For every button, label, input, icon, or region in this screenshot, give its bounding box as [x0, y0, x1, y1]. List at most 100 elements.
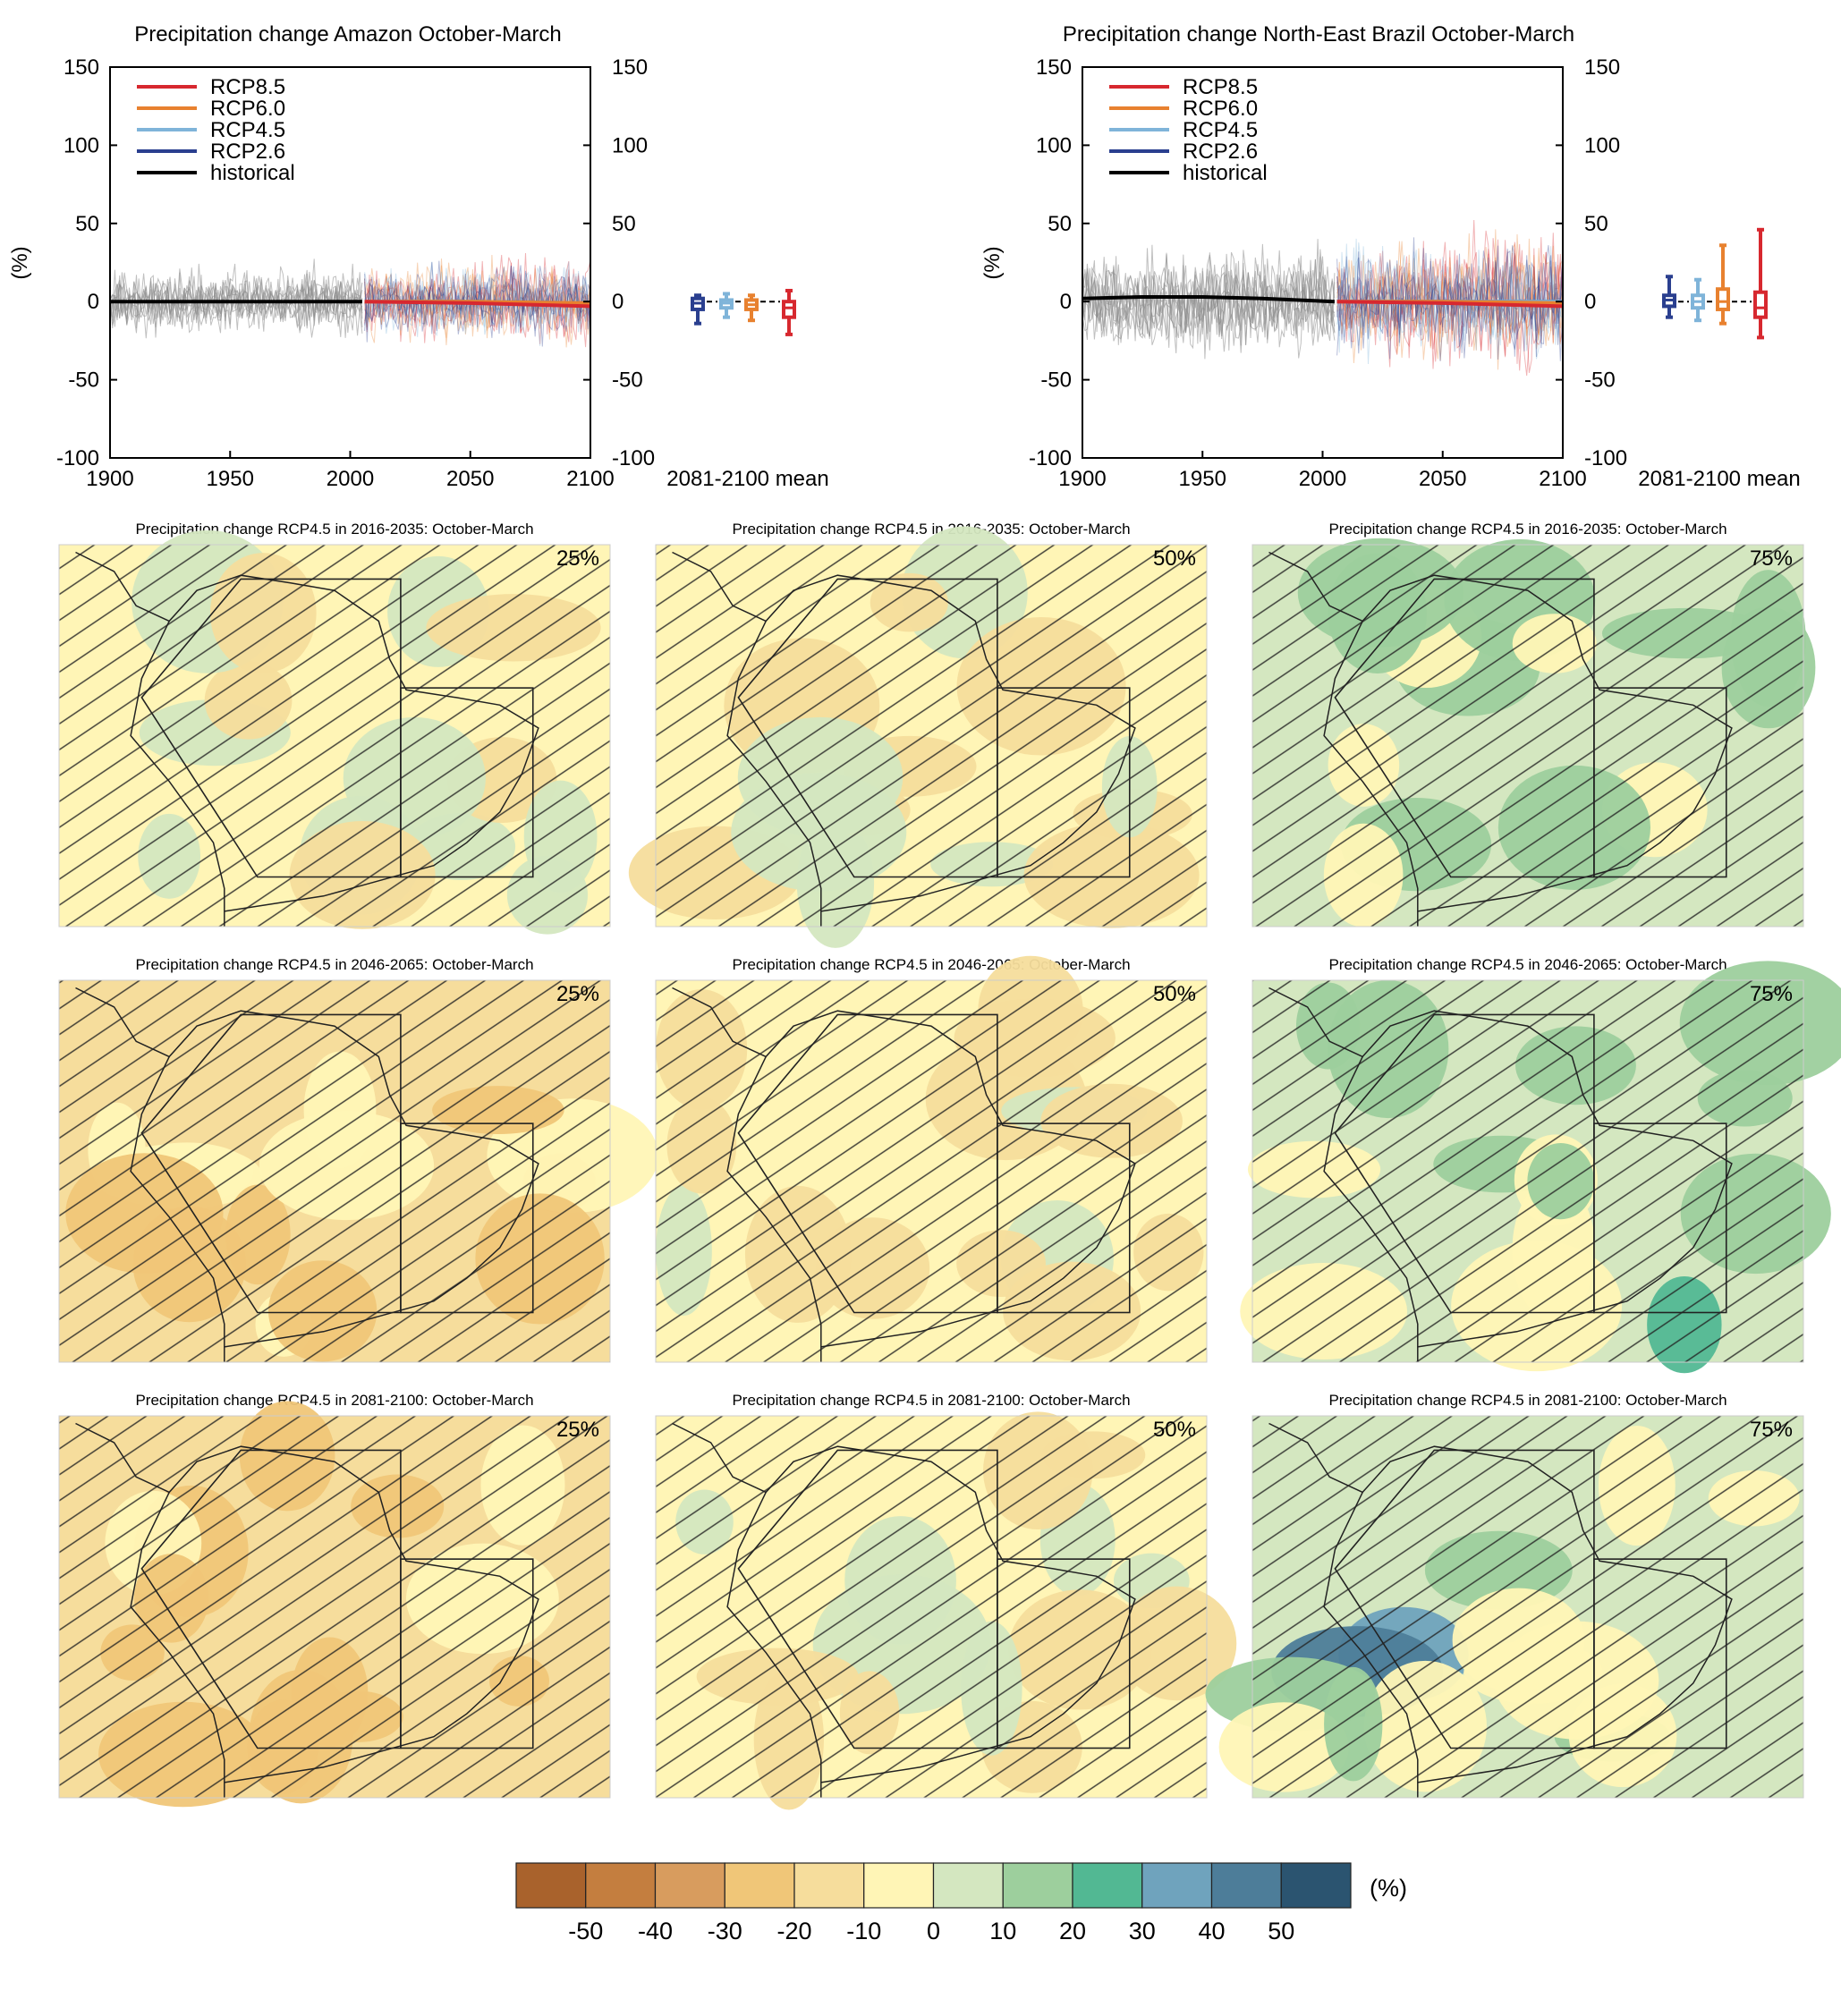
- map-title: Precipitation change RCP4.5 in 2081-2100…: [732, 1392, 1130, 1409]
- legend-label: RCP6.0: [1183, 97, 1258, 121]
- coastline: [1268, 1422, 1733, 1783]
- y-tick-label-right: -100: [612, 446, 655, 470]
- map-panel: Precipitation change RCP4.5 in 2081-2100…: [655, 1392, 1237, 1810]
- legend-label: RCP2.6: [210, 140, 285, 164]
- northeast-brazil-region-box: [400, 687, 534, 878]
- y-tick-label: 100: [1036, 133, 1072, 157]
- historical-member-line: [1082, 243, 1336, 346]
- colorbar-swatch: [1280, 1862, 1352, 1909]
- scenario-member-line: [364, 265, 591, 343]
- northeast-brazil-region-box: [997, 687, 1131, 878]
- west-coastline: [1323, 621, 1419, 927]
- historical-member-line: [1082, 253, 1336, 351]
- x-tick-label: 2100: [566, 467, 614, 491]
- map-title: Precipitation change RCP4.5 in 2046-2065…: [732, 956, 1130, 973]
- scenario-member-line: [1336, 241, 1564, 377]
- y-tick-label-right: 50: [612, 212, 636, 236]
- map-hatching: [656, 1416, 1207, 1798]
- colorbar-tick-label: -10: [846, 1918, 881, 1944]
- scenario-member-line: [364, 267, 591, 337]
- colorbar-tick-label: -50: [568, 1918, 603, 1944]
- y-tick-label-right: 50: [1584, 212, 1608, 236]
- scenario-member-line: [1336, 241, 1564, 351]
- boxplot-box: [1753, 290, 1768, 319]
- scenario-member-line: [364, 257, 591, 343]
- west-coastline: [130, 1056, 225, 1362]
- west-coastline: [1323, 1492, 1419, 1798]
- percentile-label: 25%: [556, 546, 599, 571]
- boxplot-label: 2081-2100 mean: [666, 467, 828, 491]
- northeast-brazil-region-box: [997, 1558, 1131, 1749]
- colorbar-swatch: [1072, 1862, 1143, 1909]
- map-frame: [58, 1415, 611, 1799]
- amazon-region-box: [1334, 578, 1595, 878]
- scenario-member-line: [1336, 243, 1564, 352]
- colorbar-tick-label: 50: [1268, 1918, 1294, 1944]
- colorbar-tick-label: 20: [1059, 1918, 1086, 1944]
- map-hatching: [59, 1416, 610, 1798]
- scenario-member-line: [1336, 237, 1564, 356]
- colorbar-swatch: [793, 1862, 865, 1909]
- amazon-region-box: [737, 1449, 998, 1749]
- legend-label: historical: [1183, 161, 1268, 185]
- colorbar-tick-label: -30: [708, 1918, 742, 1944]
- legend-label: RCP8.5: [210, 75, 285, 99]
- boxplots: [691, 288, 796, 336]
- coastline: [75, 987, 539, 1348]
- boxplot-box: [782, 300, 796, 319]
- y-tick-label: 0: [1060, 290, 1072, 314]
- colorbar-swatch: [863, 1862, 935, 1909]
- coastline: [672, 987, 1136, 1348]
- scenario-member-line: [1336, 250, 1564, 357]
- colorbar-swatch: [932, 1862, 1004, 1909]
- amazon-region-box: [140, 1449, 402, 1749]
- map-hatching: [59, 980, 610, 1362]
- y-tick-label: 0: [88, 290, 99, 314]
- amazon-region-box: [1334, 1449, 1595, 1749]
- amazon-region-box: [1334, 1013, 1595, 1314]
- coastline: [672, 1422, 1136, 1783]
- map-frame: [58, 544, 611, 928]
- northeast-brazil-region-box: [1593, 1122, 1727, 1314]
- scenario-member-line: [1336, 241, 1564, 343]
- y-tick-label-right: -50: [612, 368, 643, 393]
- map-frame: [655, 1415, 1208, 1799]
- x-tick-label: 2100: [1539, 467, 1586, 491]
- legend-label: RCP2.6: [1183, 140, 1258, 164]
- y-tick-label: -100: [1029, 446, 1072, 470]
- scenario-member-line: [1336, 248, 1564, 370]
- amazon-timeseries-chart: Precipitation change Amazon October-Marc…: [8, 22, 829, 491]
- historical-member-line: [109, 272, 363, 338]
- map-frame: [1251, 544, 1804, 928]
- series-line-historical: [1082, 295, 1335, 304]
- scenario-member-line: [1336, 259, 1564, 365]
- northeast-brazil-timeseries-chart: Precipitation change North-East Brazil O…: [980, 22, 1801, 491]
- colorbar: (%) -50 -40 -30 -20 -10 0 10 20 30 40 50: [515, 1862, 1407, 1944]
- map-panel: Precipitation change RCP4.5 in 2046-2065…: [655, 955, 1208, 1363]
- scenario-member-line: [364, 258, 591, 348]
- y-tick-label-right: 0: [1584, 290, 1596, 314]
- scenario-member-line: [1336, 229, 1564, 361]
- chart-title: Precipitation change Amazon October-Marc…: [134, 22, 562, 47]
- y-tick-label: 100: [64, 133, 99, 157]
- west-coastline: [726, 621, 822, 927]
- legend-label: RCP4.5: [1183, 118, 1258, 142]
- colorbar-tick-label: 10: [989, 1918, 1016, 1944]
- amazon-region-box: [140, 1013, 402, 1314]
- percentile-label: 50%: [1153, 546, 1196, 571]
- map-hatching: [1252, 545, 1803, 927]
- colorbar-swatch: [1210, 1862, 1282, 1909]
- map-title: Precipitation change RCP4.5 in 2081-2100…: [1328, 1392, 1726, 1409]
- scenario-member-line: [364, 262, 591, 340]
- x-tick-label: 2000: [327, 467, 374, 491]
- y-tick-label-right: 100: [1584, 133, 1620, 157]
- y-tick-label: 150: [64, 55, 99, 80]
- plot-area: -100 -100 -50 -50 0 0 50 50 100 100 150 150 1900 1950…: [56, 55, 796, 491]
- scenario-member-line: [1336, 245, 1564, 353]
- west-coastline: [130, 1492, 225, 1798]
- map-panel: Precipitation change RCP4.5 in 2016-2035…: [628, 521, 1208, 948]
- scenario-member-line: [1336, 233, 1564, 360]
- y-axis-label: (%): [980, 246, 1005, 279]
